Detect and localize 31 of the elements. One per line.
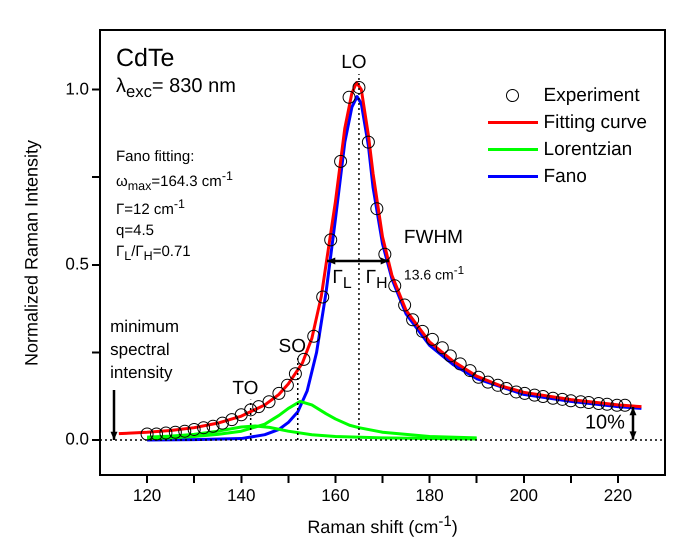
annotation: q=4.5	[116, 222, 154, 239]
annotation: 13.6 cm$^{-1}$	[404, 264, 464, 283]
y-tick-label: 1.0	[65, 79, 89, 98]
x-tick-label: 160	[321, 486, 350, 505]
annotation: ω$_{max}$=164.3 cm$^{-1}$	[116, 169, 233, 193]
annotation: Γ$_{L}$/Γ$_{H}$=0.71	[116, 243, 191, 263]
annotation: minimum spectral intensity	[110, 316, 180, 384]
x-tick-label: 140	[227, 486, 256, 505]
x-tick-label: 200	[510, 486, 538, 505]
y-tick-label: 0.0	[65, 430, 89, 449]
x-tick-label: 180	[415, 486, 444, 505]
x-axis-title: Raman shift (cm$^{-1}$)	[306, 513, 459, 538]
annotation: 10%	[584, 411, 625, 434]
y-tick-label: 0.5	[65, 254, 89, 274]
annotation: λ$_{exc}$= 830 nm	[116, 75, 236, 102]
annotation: CdTe	[116, 44, 174, 73]
ref-line-label: SO	[278, 336, 306, 358]
legend-label: Experiment	[544, 84, 640, 106]
x-tick-label: 120	[132, 486, 162, 505]
annotation: Γ$_{H}$	[366, 267, 388, 294]
y-axis-title: Normalized Raman Intensity	[22, 139, 42, 366]
ref-line-label: TO	[232, 378, 258, 400]
legend-label: Fitting curve	[544, 112, 647, 134]
annotation: Γ=12 cm$^{-1}$	[116, 197, 185, 218]
annotation: FWHM	[404, 227, 463, 250]
legend-label: Lorentzian	[544, 138, 632, 160]
ref-line-label: LO	[341, 52, 367, 74]
legend-label: Fano	[544, 166, 587, 188]
x-tick-label: 220	[604, 486, 632, 505]
annotation: Fano fitting:	[116, 148, 194, 165]
annotation: Γ$_{L}$	[332, 267, 352, 294]
